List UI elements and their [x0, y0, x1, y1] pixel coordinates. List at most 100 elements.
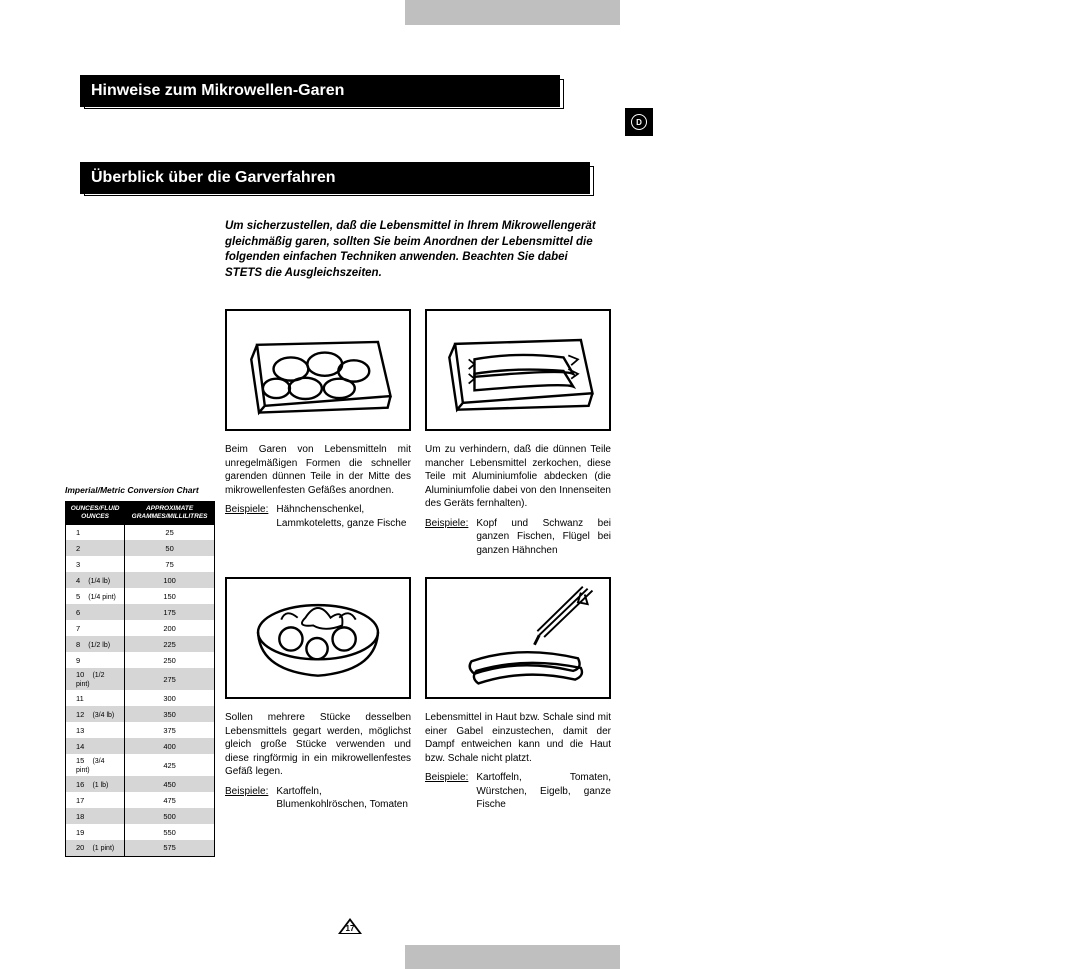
language-badge: D	[625, 108, 653, 136]
block-4-text: Lebensmittel in Haut bzw. Schale sind mi…	[425, 711, 611, 765]
table-row: 250	[66, 540, 215, 556]
page-content: Hinweise zum Mikrowellen-Garen Überblick…	[60, 25, 640, 945]
block-2-examples: Beispiele: Kopf und Schwanz bei ganzen F…	[425, 517, 611, 558]
table-row: 17475	[66, 792, 215, 808]
conv-cell-g: 450	[125, 776, 215, 792]
conv-cell-oz: 16 (1 lb)	[66, 776, 125, 792]
block-4-examples: Beispiele: Kartoffeln, Tomaten, Würstche…	[425, 771, 611, 812]
conv-header-right: APPROXIMATE GRAMMES/MILLILITRES	[125, 502, 215, 525]
conv-cell-oz: 11	[66, 690, 125, 706]
table-row: 6175	[66, 604, 215, 620]
table-row: 15 (3/4 pint)425	[66, 754, 215, 776]
block-3-text: Sollen mehrere Stücke desselben Lebensmi…	[225, 711, 411, 779]
conv-cell-g: 400	[125, 738, 215, 754]
conversion-table: OUNCES/FLUID OUNCES APPROXIMATE GRAMMES/…	[65, 501, 215, 857]
row-1: Beim Garen von Lebensmitteln mit unregel…	[225, 309, 640, 557]
table-row: 10 (1/2 pint)275	[66, 668, 215, 690]
conv-cell-oz: 2	[66, 540, 125, 556]
conv-cell-g: 425	[125, 754, 215, 776]
heading-2-wrap: Überblick über die Garverfahren	[80, 162, 590, 194]
illustration-fork-sausages	[425, 577, 611, 699]
table-row: 16 (1 lb)450	[66, 776, 215, 792]
block-3-examples: Beispiele: Kartoffeln, Blumenkohlröschen…	[225, 785, 411, 812]
block-4: Lebensmittel in Haut bzw. Schale sind mi…	[425, 577, 611, 812]
block-1-examples-text: Hähnchenschenkel, Lammkoteletts, ganze F…	[276, 503, 411, 530]
conv-cell-g: 350	[125, 706, 215, 722]
table-row: 8 (1/2 lb)225	[66, 636, 215, 652]
table-row: 18500	[66, 808, 215, 824]
row-2: Sollen mehrere Stücke desselben Lebensmi…	[225, 577, 640, 812]
conv-cell-g: 50	[125, 540, 215, 556]
conv-cell-oz: 1	[66, 524, 125, 540]
illustration-dish-fish-foil	[425, 309, 611, 431]
conv-cell-oz: 14	[66, 738, 125, 754]
illustration-bowl-vegetables	[225, 577, 411, 699]
heading-1: Hinweise zum Mikrowellen-Garen	[80, 75, 560, 107]
table-row: 20 (1 pint)575	[66, 840, 215, 856]
conv-cell-oz: 15 (3/4 pint)	[66, 754, 125, 776]
table-row: 9250	[66, 652, 215, 668]
conv-cell-oz: 5 (1/4 pint)	[66, 588, 125, 604]
conv-cell-oz: 4 (1/4 lb)	[66, 572, 125, 588]
conv-cell-g: 550	[125, 824, 215, 840]
heading-1-wrap: Hinweise zum Mikrowellen-Garen	[80, 75, 560, 107]
conv-cell-oz: 10 (1/2 pint)	[66, 668, 125, 690]
table-row: 7200	[66, 620, 215, 636]
conv-cell-oz: 20 (1 pint)	[66, 840, 125, 856]
block-3: Sollen mehrere Stücke desselben Lebensmi…	[225, 577, 411, 812]
table-row: 375	[66, 556, 215, 572]
conv-cell-g: 500	[125, 808, 215, 824]
language-badge-text: D	[631, 114, 647, 130]
block-1-text: Beim Garen von Lebensmitteln mit unregel…	[225, 443, 411, 497]
conv-cell-g: 275	[125, 668, 215, 690]
conv-cell-oz: 18	[66, 808, 125, 824]
conv-cell-oz: 8 (1/2 lb)	[66, 636, 125, 652]
conv-cell-g: 75	[125, 556, 215, 572]
conversion-title: Imperial/Metric Conversion Chart	[65, 485, 215, 495]
conv-cell-g: 100	[125, 572, 215, 588]
illustration-dish-chicken	[225, 309, 411, 431]
examples-label: Beispiele:	[425, 771, 468, 812]
block-1-examples: Beispiele: Hähnchenschenkel, Lammkotelet…	[225, 503, 411, 530]
block-1: Beim Garen von Lebensmitteln mit unregel…	[225, 309, 411, 557]
intro-paragraph: Um sicherzustellen, daß die Lebensmittel…	[225, 219, 600, 281]
conv-cell-oz: 3	[66, 556, 125, 572]
block-2-examples-text: Kopf und Schwanz bei ganzen Fischen, Flü…	[476, 517, 611, 558]
conv-header-left: OUNCES/FLUID OUNCES	[66, 502, 125, 525]
conv-cell-g: 375	[125, 722, 215, 738]
conv-cell-oz: 6	[66, 604, 125, 620]
examples-label: Beispiele:	[225, 503, 268, 530]
page-number: 17	[338, 924, 362, 933]
conv-cell-g: 225	[125, 636, 215, 652]
conv-cell-oz: 9	[66, 652, 125, 668]
block-2-text: Um zu verhindern, daß die dünnen Teile m…	[425, 443, 611, 511]
conv-cell-oz: 19	[66, 824, 125, 840]
conversion-chart: Imperial/Metric Conversion Chart OUNCES/…	[65, 485, 215, 857]
table-row: 5 (1/4 pint)150	[66, 588, 215, 604]
table-row: 11300	[66, 690, 215, 706]
conv-cell-g: 175	[125, 604, 215, 620]
conv-cell-g: 25	[125, 524, 215, 540]
examples-label: Beispiele:	[425, 517, 468, 558]
page-number-ornament: 17	[338, 918, 362, 933]
block-4-examples-text: Kartoffeln, Tomaten, Würstchen, Eigelb, …	[476, 771, 611, 812]
table-row: 4 (1/4 lb)100	[66, 572, 215, 588]
table-row: 19550	[66, 824, 215, 840]
heading-2: Überblick über die Garverfahren	[80, 162, 590, 194]
table-row: 125	[66, 524, 215, 540]
conv-cell-g: 200	[125, 620, 215, 636]
table-row: 14400	[66, 738, 215, 754]
conv-cell-oz: 12 (3/4 lb)	[66, 706, 125, 722]
conv-cell-g: 250	[125, 652, 215, 668]
conv-cell-g: 300	[125, 690, 215, 706]
conv-cell-oz: 7	[66, 620, 125, 636]
conv-cell-oz: 13	[66, 722, 125, 738]
block-2: Um zu verhindern, daß die dünnen Teile m…	[425, 309, 611, 557]
conv-cell-oz: 17	[66, 792, 125, 808]
examples-label: Beispiele:	[225, 785, 268, 812]
table-row: 13375	[66, 722, 215, 738]
table-row: 12 (3/4 lb)350	[66, 706, 215, 722]
conv-cell-g: 150	[125, 588, 215, 604]
conv-cell-g: 575	[125, 840, 215, 856]
block-3-examples-text: Kartoffeln, Blumenkohlröschen, Tomaten	[276, 785, 411, 812]
